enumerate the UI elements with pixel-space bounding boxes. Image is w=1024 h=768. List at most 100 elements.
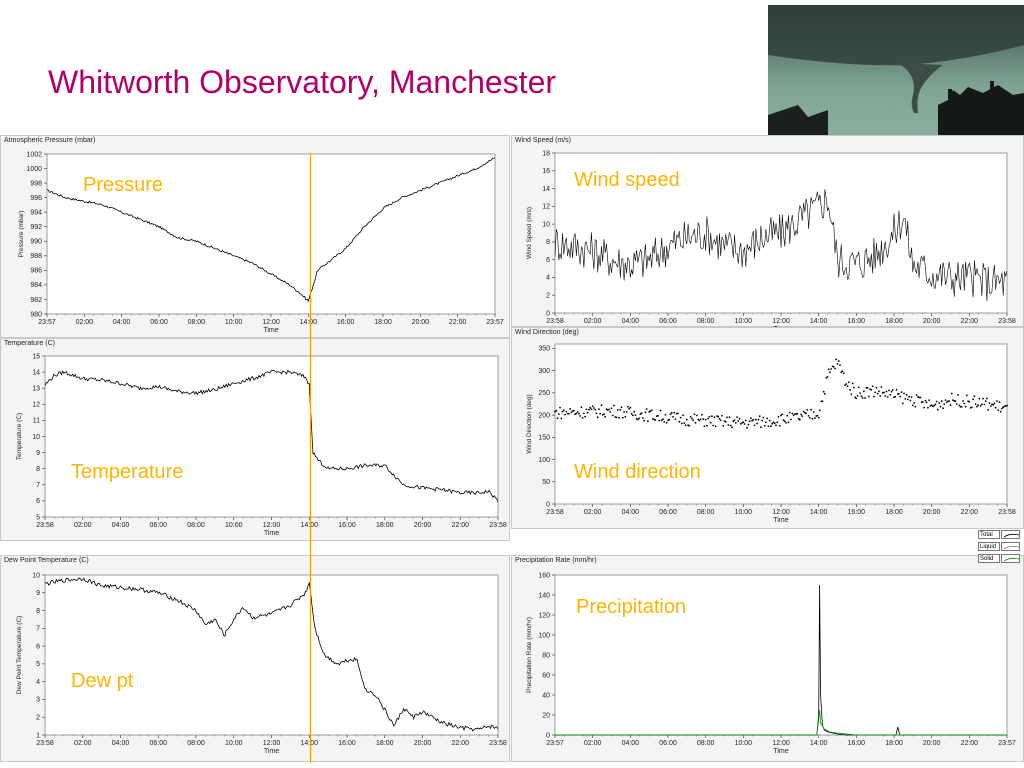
data-point <box>895 388 898 391</box>
data-point <box>739 423 742 425</box>
data-point <box>906 398 909 401</box>
x-tick-label: 12:00 <box>772 318 790 325</box>
data-point <box>581 417 584 419</box>
data-point <box>625 411 628 413</box>
data-point <box>773 422 776 425</box>
data-point <box>945 401 948 404</box>
x-tick-label: 23:58 <box>36 740 54 747</box>
data-point <box>870 389 873 391</box>
data-point <box>673 411 676 414</box>
y-tick-label: 160 <box>538 572 550 579</box>
data-point <box>814 417 816 419</box>
data-point <box>988 402 991 404</box>
x-tick-label: 12:00 <box>772 509 790 516</box>
data-point <box>727 424 730 426</box>
wind-direction-panel: Wind Direction (deg) 0 50 100 150 200 250 300 3… <box>511 327 1024 529</box>
x-tick-label: 16:00 <box>848 509 866 516</box>
x-tick-label: 16:00 <box>848 318 866 325</box>
data-point <box>933 404 936 407</box>
data-point <box>943 403 946 405</box>
data-point <box>619 408 622 411</box>
legend-row-total[interactable]: Total <box>978 530 1022 540</box>
data-point <box>919 396 922 399</box>
x-tick-label: 08:00 <box>187 522 205 529</box>
data-point <box>615 416 618 419</box>
data-point <box>824 392 826 395</box>
x-tick-label: 23:57 <box>998 740 1016 747</box>
x-tick-label: 10:00 <box>225 522 243 529</box>
y-tick-label: 100 <box>538 457 550 464</box>
x-tick-label: 22:00 <box>961 318 979 325</box>
data-point <box>737 420 740 422</box>
data-point <box>857 386 860 389</box>
data-point <box>736 416 738 418</box>
data-point <box>659 409 662 412</box>
legend-swatch-liquid <box>1001 542 1020 551</box>
data-point <box>886 396 889 398</box>
wind-direction-chart: 0 50 100 150 200 250 300 350 23:58 02:00 04:00 06:0… <box>526 343 1016 524</box>
data-point <box>963 402 966 405</box>
data-point <box>909 399 912 402</box>
data-point <box>554 410 556 413</box>
x-tick-label: 16:00 <box>337 319 355 326</box>
x-tick-label: 12:00 <box>263 740 281 747</box>
y-tick-label: 2 <box>36 715 40 722</box>
y-tick-label: 5 <box>36 514 40 521</box>
data-point <box>932 405 934 408</box>
data-point <box>842 372 845 375</box>
x-tick-label: 20:00 <box>923 740 941 747</box>
plot-area <box>44 355 499 518</box>
data-point <box>644 411 647 414</box>
data-point <box>979 405 982 407</box>
legend-row-solid[interactable]: Solid <box>978 554 1022 564</box>
data-point <box>810 408 812 411</box>
data-point <box>957 394 959 396</box>
legend-label-liquid: Liquid <box>978 542 1000 551</box>
data-point <box>869 388 871 390</box>
x-tick-label: 12:00 <box>772 740 790 747</box>
y-tick-label: 15 <box>32 353 40 360</box>
data-point <box>868 395 870 398</box>
data-point <box>603 413 605 416</box>
data-point <box>747 423 750 426</box>
data-point <box>580 406 583 409</box>
data-point <box>948 400 951 402</box>
data-point <box>777 416 780 418</box>
wind-speed-panel: Wind Speed (m/s) 0 2 4 6 8 10 12 14 16 18 23:58 02:… <box>511 135 1024 328</box>
data-point <box>809 417 811 419</box>
dew-point-panel: Dew Point Temperature (C) 1 2 3 4 5 6 7 8 9 10 23:… <box>0 555 510 762</box>
precipitation-chart: 0 20 40 60 80 100 120 140 160 23:57 02:00 04:00 06:0… <box>526 572 1016 755</box>
data-point <box>585 408 588 411</box>
x-tick-label: 12:00 <box>262 319 280 326</box>
data-point <box>734 422 737 424</box>
data-point <box>911 404 914 407</box>
legend-row-liquid[interactable]: Liquid <box>978 542 1022 552</box>
y-tick-label: 1002 <box>26 151 42 158</box>
y-tick-label: 10 <box>32 434 40 441</box>
y-tick-label: 12 <box>542 204 550 211</box>
y-tick-label: 3 <box>36 697 40 704</box>
y-tick-label: 300 <box>538 368 550 375</box>
y-tick-label: 4 <box>546 275 550 282</box>
data-point <box>610 407 613 410</box>
x-axis-label: Time <box>264 530 279 537</box>
data-point <box>900 391 903 393</box>
data-point <box>829 371 831 374</box>
data-point <box>998 401 1001 403</box>
x-axis-label: Time <box>264 748 279 755</box>
data-point <box>940 400 943 403</box>
data-point <box>1001 407 1003 410</box>
x-tick-label: 04:00 <box>112 522 130 529</box>
data-point <box>618 416 620 419</box>
data-point <box>982 397 984 400</box>
data-point <box>836 362 839 365</box>
x-tick-label: 23:58 <box>546 509 564 516</box>
x-tick-label: 22:00 <box>451 522 469 529</box>
data-point <box>904 398 907 400</box>
series-line-main <box>554 189 1008 302</box>
x-tick-label: 23:58 <box>489 522 507 529</box>
y-tick-label: 2 <box>546 293 550 300</box>
data-point <box>924 399 927 402</box>
data-point <box>750 417 752 419</box>
data-point <box>825 377 828 379</box>
